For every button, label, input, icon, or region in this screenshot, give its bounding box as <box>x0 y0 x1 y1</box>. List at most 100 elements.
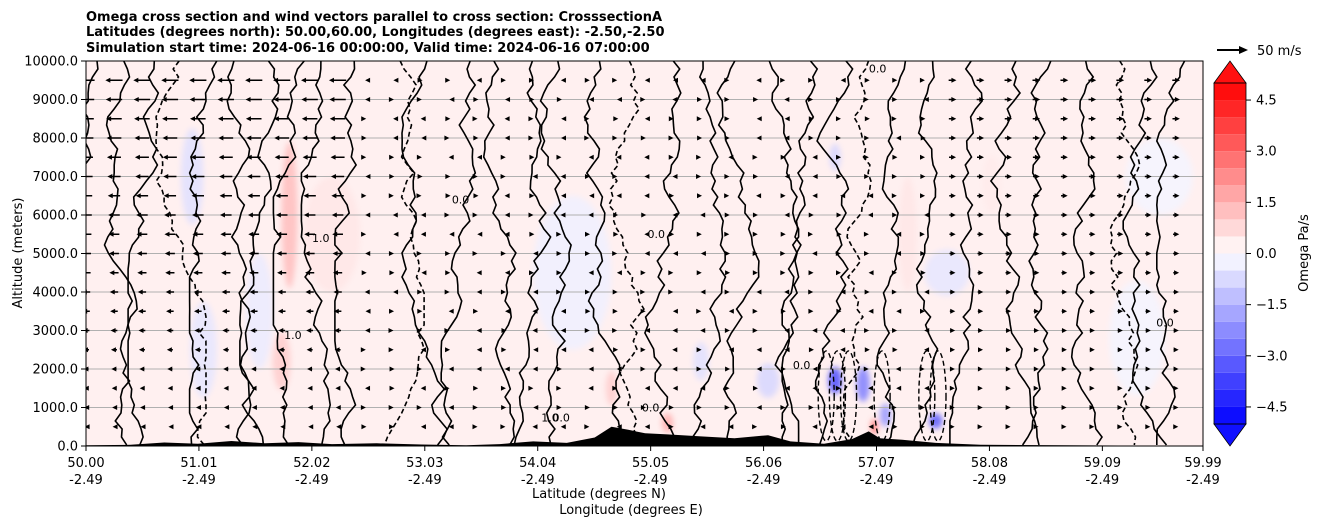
wind-vector-head <box>1007 97 1013 102</box>
wind-vector-head <box>951 135 957 141</box>
wind-vector <box>164 231 176 237</box>
contour-line-18 <box>644 61 682 446</box>
wind-vector-head <box>780 77 786 83</box>
wind-vector <box>1061 251 1068 256</box>
wind-vector <box>644 385 650 391</box>
wind-vector-head <box>473 97 479 102</box>
wind-vector-head <box>389 270 395 276</box>
colorbar-segment-13 <box>1214 185 1246 203</box>
wind-vector <box>556 231 562 237</box>
wind-vector-head <box>1006 154 1012 160</box>
wind-vector-head <box>277 289 283 295</box>
wind-vector-head <box>137 289 143 295</box>
wind-vector <box>808 135 814 141</box>
wind-vector-head <box>756 289 762 295</box>
wind-vector-head <box>784 385 790 391</box>
wind-vector-head <box>416 251 422 256</box>
wind-vector-head <box>500 77 506 83</box>
wind-vector <box>166 308 174 314</box>
wind-vector <box>335 385 341 391</box>
wind-vector <box>301 116 318 122</box>
wind-vector <box>1173 424 1179 430</box>
y-tick-label-1: 1000.0 <box>33 401 79 416</box>
wind-vector <box>1060 97 1069 102</box>
x-tick-lon-8: -2.49 <box>973 473 1007 488</box>
wind-vector-head <box>977 366 983 372</box>
wind-vector-head <box>780 366 786 372</box>
wind-vector-head <box>556 289 562 295</box>
wind-vector <box>1033 405 1039 410</box>
wind-vector <box>616 270 622 276</box>
wind-vector <box>864 135 870 141</box>
wind-vector <box>301 77 319 83</box>
wind-vector-head <box>1006 251 1012 256</box>
wind-vector <box>585 231 591 237</box>
wind-vector <box>1117 270 1124 276</box>
wind-vector <box>1005 193 1012 199</box>
wind-vector-head <box>756 116 762 122</box>
wind-vector <box>473 135 479 141</box>
colorbar-segment-6 <box>1214 304 1246 322</box>
wind-vector-head <box>556 154 562 160</box>
wind-vector <box>392 212 398 218</box>
wind-vector-head <box>448 366 454 372</box>
wind-vector-head <box>700 385 706 391</box>
wind-vector <box>892 328 898 333</box>
wind-vector <box>393 77 399 83</box>
wind-vector-head <box>644 193 650 199</box>
wind-vector-head <box>979 97 985 102</box>
wind-vector <box>1033 308 1040 314</box>
wind-vector-head <box>724 212 730 218</box>
wind-vector-head <box>533 251 539 256</box>
wind-vector <box>166 347 173 353</box>
wind-vector <box>696 347 702 353</box>
wind-vector-head <box>949 405 955 410</box>
omega-feature-19 <box>924 249 970 296</box>
wind-vector <box>388 193 394 199</box>
wind-vector <box>476 77 482 83</box>
wind-vector <box>588 385 594 391</box>
wind-vector <box>756 347 762 353</box>
wind-vector-head <box>189 77 195 83</box>
wind-vector <box>612 385 618 391</box>
wind-vector-head <box>393 135 399 141</box>
wind-vector-head <box>164 251 170 256</box>
wind-vector-head <box>697 97 703 102</box>
wind-vector-head <box>365 97 371 102</box>
wind-vector-head <box>836 212 842 218</box>
wind-vector <box>133 97 151 102</box>
wind-vector-head <box>892 77 898 83</box>
wind-vector-head <box>978 174 984 179</box>
wind-vector-head <box>588 97 594 102</box>
wind-vector-head <box>868 193 874 199</box>
wind-vector-head <box>302 154 308 160</box>
x-tick-lon-7: -2.49 <box>860 473 894 488</box>
wind-vector <box>1061 385 1067 391</box>
wind-vector-head <box>756 366 762 372</box>
wind-vector-head <box>612 328 618 333</box>
wind-vector-head <box>864 328 870 333</box>
wind-vector <box>273 97 290 102</box>
wind-vector-head <box>784 289 790 295</box>
wind-vector <box>139 385 145 391</box>
wind-vector-head <box>919 424 925 430</box>
y-tick-label-2: 2000.0 <box>33 363 79 378</box>
wind-vector <box>1032 77 1041 83</box>
wind-vector-head <box>1061 366 1067 372</box>
wind-vector <box>111 366 117 372</box>
omega-feature-20 <box>982 155 1001 214</box>
wind-vector <box>668 270 674 276</box>
wind-vector-head <box>529 154 535 160</box>
wind-vector <box>612 289 618 295</box>
wind-vector-head <box>190 116 196 122</box>
wind-vector-head <box>247 212 253 218</box>
omega-feature-17 <box>829 143 841 171</box>
wind-vector <box>139 366 145 372</box>
wind-vector-head <box>1146 116 1152 122</box>
wind-vector <box>1032 135 1041 141</box>
y-axis-ticks: 0.01000.02000.03000.04000.05000.06000.07… <box>24 55 86 455</box>
wind-vector <box>1004 97 1013 102</box>
wind-vector-head <box>588 366 594 372</box>
x-tick-lon-4: -2.49 <box>521 473 555 488</box>
wind-vector <box>613 231 619 237</box>
